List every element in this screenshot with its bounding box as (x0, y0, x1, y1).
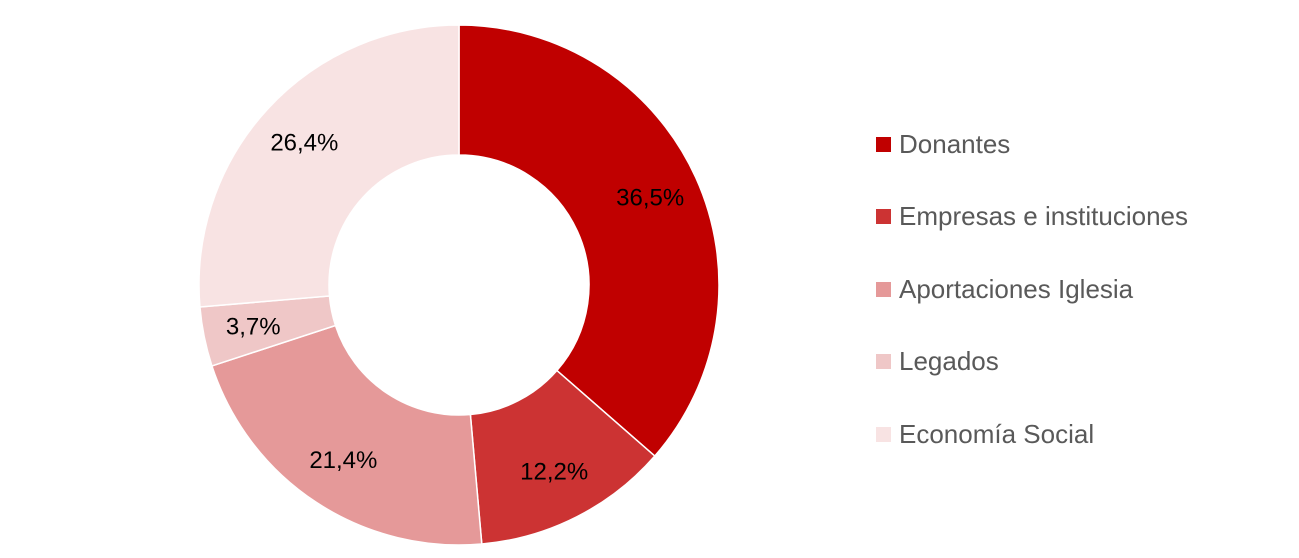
legend-item-empresas-e-instituciones: Empresas e instituciones (876, 197, 1296, 237)
legend-label: Aportaciones Iglesia (899, 273, 1134, 304)
legend-item-legados: Legados (876, 342, 1296, 382)
legend-label: Economía Social (899, 418, 1095, 449)
data-label-aportaciones-iglesia: 21,4% (309, 447, 377, 474)
data-label-economia-social: 26,4% (270, 129, 338, 156)
legend-item-aportaciones-iglesia: Aportaciones Iglesia (876, 269, 1296, 309)
data-label-legados: 3,7% (226, 313, 281, 340)
legend-label: Empresas e instituciones (899, 201, 1189, 231)
data-label-donantes: 36,5% (616, 185, 684, 212)
legend-item-economia-social: Economía Social (876, 414, 1296, 454)
legend: Donantes Empresas e instituciones Aporta… (876, 124, 1296, 487)
legend-swatch (876, 136, 891, 152)
legend-swatch (876, 209, 891, 224)
slice-donantes (458, 24, 720, 458)
slice-aportaciones-iglesia (210, 324, 483, 546)
legend-swatch (876, 281, 891, 297)
legend-label: Donantes (899, 128, 1011, 159)
legend-swatch (876, 426, 891, 442)
slice-economia-social (198, 24, 460, 308)
data-labels-group: 36,5% 12,2% 21,4% 3,7% 26,4% (226, 129, 684, 485)
data-label-empresas-e-instituciones: 12,2% (520, 459, 588, 486)
slices-group (198, 24, 720, 546)
donut-chart-svg: 36,5% 12,2% 21,4% 3,7% 26,4% (198, 24, 720, 546)
legend-item-donantes: Donantes (876, 124, 1296, 164)
legend-swatch (876, 354, 891, 369)
legend-label: Legados (899, 346, 999, 376)
